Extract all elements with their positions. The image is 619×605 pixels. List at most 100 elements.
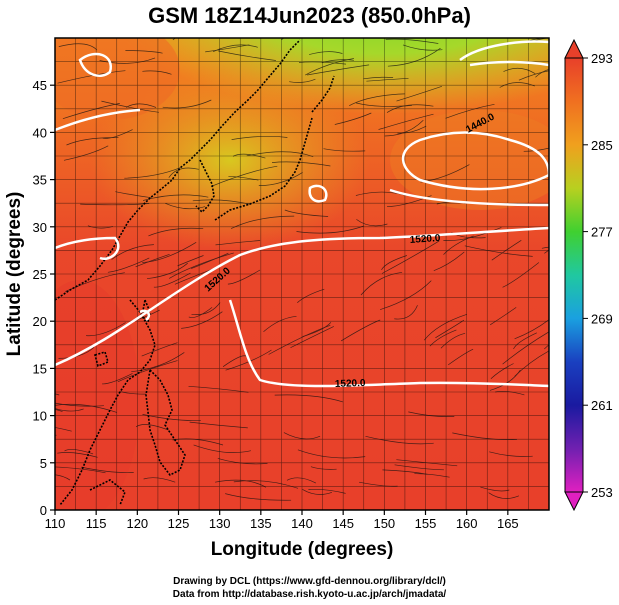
- streamline: [490, 363, 514, 379]
- colorbar-scale: [564, 57, 584, 493]
- streamline: [289, 78, 316, 83]
- y-tick-label: 0: [40, 503, 47, 518]
- streamline: [381, 240, 440, 274]
- streamline: [146, 262, 188, 280]
- streamline: [55, 393, 60, 396]
- y-tick-label: 5: [40, 456, 47, 471]
- streamline: [55, 402, 104, 407]
- streamline: [55, 427, 72, 432]
- streamline: [215, 240, 261, 246]
- colorbar-tick-label: 261: [591, 398, 613, 413]
- streamline: [62, 103, 120, 120]
- streamline: [148, 227, 204, 237]
- streamline: [63, 145, 109, 161]
- streamline: [513, 332, 537, 350]
- y-tick-label: 10: [33, 409, 47, 424]
- streamline: [490, 307, 517, 326]
- streamline: [58, 347, 95, 359]
- streamline: [189, 421, 248, 429]
- streamline: [142, 70, 172, 75]
- temperature-field: 1520.0 1520.0 1520.0 1440.0: [55, 38, 549, 510]
- streamline: [514, 319, 549, 340]
- colorbar: 293 285 277 269 261 253: [564, 38, 613, 512]
- colorbar-tick-label: 285: [591, 138, 613, 153]
- streamline: [308, 489, 346, 494]
- credit-drawing: Drawing by DCL (https://www.gfd-dennou.o…: [173, 576, 446, 587]
- streamline: [423, 313, 468, 341]
- streamline: [384, 120, 424, 137]
- x-tick-label: 160: [456, 516, 478, 531]
- height-contours: [55, 40, 549, 388]
- colorbar-top-arrow: [564, 38, 584, 59]
- credit-data-source: Data from http://database.rish.kyoto-u.a…: [172, 589, 447, 600]
- streamline: [307, 64, 370, 76]
- streamline: [188, 307, 213, 318]
- streamline: [168, 167, 199, 178]
- streamline: [387, 47, 441, 67]
- streamline: [135, 424, 169, 431]
- streamline: [495, 390, 525, 396]
- streamline: [334, 112, 372, 125]
- streamline: [305, 58, 354, 76]
- x-tick-label: 115: [86, 516, 107, 531]
- y-tick-label: 35: [33, 173, 47, 188]
- streamline: [57, 452, 98, 458]
- y-tick-label: 25: [33, 267, 47, 282]
- colorbar-tick-label: 253: [591, 485, 613, 500]
- streamline: [192, 199, 251, 205]
- streamline: [101, 100, 159, 113]
- streamline: [440, 332, 466, 349]
- streamline: [162, 99, 212, 109]
- streamline: [302, 488, 333, 495]
- x-tick-label: 135: [250, 516, 272, 531]
- streamline: [215, 479, 267, 488]
- streamline: [66, 137, 119, 146]
- streamline: [286, 477, 317, 484]
- y-tick-label: 20: [33, 314, 47, 329]
- streamline: [227, 269, 261, 285]
- streamline: [172, 438, 224, 446]
- contour-label: 1520.0: [409, 233, 441, 246]
- streamline: [55, 466, 106, 474]
- streamline: [165, 202, 206, 210]
- streamline: [172, 38, 177, 41]
- streamline: [381, 255, 408, 271]
- streamline: [120, 391, 147, 395]
- streamline: [402, 44, 443, 51]
- streamline: [181, 311, 223, 329]
- streamline: [385, 38, 439, 44]
- streamline: [379, 280, 432, 310]
- colorbar-tick-label: 277: [591, 225, 613, 240]
- streamline: [231, 135, 288, 140]
- y-tick-label: 45: [33, 78, 47, 93]
- streamline: [503, 67, 536, 74]
- streamline: [274, 394, 344, 403]
- streamline: [283, 432, 321, 440]
- streamline: [464, 245, 533, 257]
- streamline: [65, 272, 125, 292]
- streamline: [397, 125, 427, 134]
- colorbar-bottom-arrow: [564, 491, 584, 512]
- streamline: [378, 113, 434, 130]
- streamline: [394, 464, 444, 471]
- streamline: [363, 76, 394, 80]
- streamline: [102, 373, 133, 385]
- streamline: [447, 348, 474, 366]
- colorbar-tick-label: 269: [591, 311, 613, 326]
- streamline: [544, 344, 549, 350]
- streamline: [535, 69, 549, 78]
- streamline: [153, 272, 191, 288]
- streamline: [131, 352, 185, 373]
- streamline: [499, 82, 535, 88]
- streamline: [142, 242, 197, 263]
- streamline: [86, 322, 126, 337]
- y-tick-label: 40: [33, 125, 47, 140]
- streamline: [81, 466, 134, 473]
- streamline: [55, 409, 63, 412]
- streamline: [429, 329, 457, 347]
- x-tick-label: 130: [209, 516, 231, 531]
- streamline: [443, 235, 474, 255]
- streamline: [58, 43, 98, 51]
- x-tick-label: 165: [497, 516, 519, 531]
